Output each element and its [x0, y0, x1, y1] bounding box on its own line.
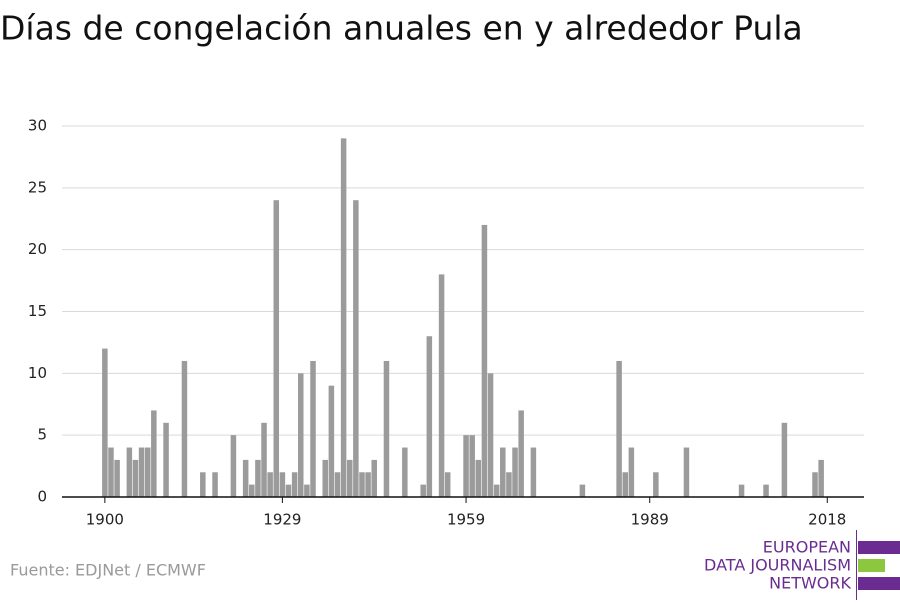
bar	[310, 360, 316, 497]
bar	[622, 472, 628, 497]
bar	[463, 435, 469, 497]
bar	[579, 484, 586, 497]
y-tick-label: 5	[37, 426, 47, 444]
x-tick-label: 1900	[86, 511, 124, 529]
bar	[279, 472, 286, 497]
bar	[298, 373, 304, 497]
bar	[132, 459, 139, 497]
bar	[181, 360, 188, 497]
bar	[518, 410, 524, 497]
bar	[371, 459, 377, 497]
bar	[114, 459, 120, 497]
bar	[304, 484, 310, 497]
bar	[230, 435, 237, 497]
bar	[500, 447, 506, 497]
bar	[506, 472, 512, 497]
y-tick-label: 25	[28, 178, 47, 196]
x-tick-label: 2018	[808, 511, 846, 529]
bar	[628, 447, 635, 497]
bar	[249, 484, 255, 497]
bar	[322, 459, 329, 497]
bar	[469, 435, 475, 497]
bar	[616, 360, 622, 497]
bar	[144, 447, 151, 497]
bar	[530, 447, 537, 497]
bar	[126, 447, 133, 497]
bar	[812, 472, 818, 497]
y-tick-label: 10	[28, 364, 47, 382]
x-tick-label: 1959	[447, 511, 485, 529]
bar	[285, 484, 292, 497]
y-tick-label: 20	[28, 240, 47, 258]
bar	[763, 484, 769, 497]
y-tick-label: 0	[37, 488, 47, 506]
x-tick-label: 1929	[263, 511, 301, 529]
bar	[273, 200, 280, 497]
bar	[255, 459, 261, 497]
bar	[493, 484, 500, 497]
bar	[420, 484, 426, 497]
bar	[653, 472, 659, 497]
bar	[328, 385, 335, 497]
bar	[487, 373, 494, 497]
logo-text: DATA JOURNALISM	[704, 556, 851, 575]
y-tick-label: 15	[28, 302, 47, 320]
logo-text: NETWORK	[769, 574, 851, 593]
bar	[781, 422, 788, 497]
bar	[267, 472, 273, 497]
x-tick-label: 1989	[631, 511, 669, 529]
bar	[738, 484, 745, 497]
bar	[291, 472, 298, 497]
bar	[438, 274, 445, 497]
bar	[200, 472, 206, 497]
bar	[818, 459, 824, 497]
logo-bar	[858, 559, 885, 572]
bar	[261, 422, 267, 497]
chart-title: Días de congelación anuales en y alreded…	[0, 9, 803, 48]
bar	[402, 447, 408, 497]
bar	[383, 360, 390, 497]
bar	[212, 472, 218, 497]
bar	[481, 224, 488, 497]
bar	[340, 138, 347, 497]
y-tick-label: 30	[28, 117, 47, 135]
bar	[151, 410, 157, 497]
bar	[359, 472, 365, 497]
bar	[475, 459, 482, 497]
bar	[346, 459, 353, 497]
bar	[444, 472, 451, 497]
bar	[138, 447, 145, 497]
bar	[365, 472, 371, 497]
logo: EUROPEAN DATA JOURNALISM NETWORK	[704, 530, 900, 600]
logo-bar	[858, 577, 900, 590]
bar	[512, 447, 518, 497]
logo-bar	[858, 541, 900, 554]
bar	[163, 422, 169, 497]
bar	[334, 472, 341, 497]
logo-text: EUROPEAN	[763, 538, 851, 557]
bar	[242, 459, 249, 497]
bar	[108, 447, 114, 497]
bar	[683, 447, 690, 497]
bar	[426, 336, 433, 497]
bar	[353, 200, 359, 497]
bar	[102, 348, 108, 497]
source: Fuente: EDJNet / ECMWF	[10, 561, 206, 580]
